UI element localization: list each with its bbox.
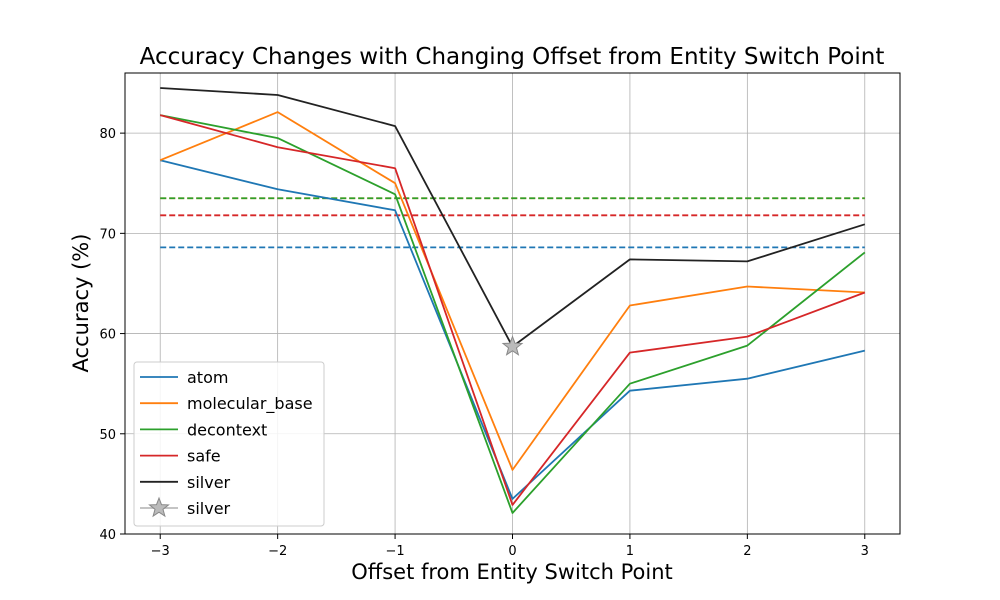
legend-star-icon: [148, 496, 170, 518]
series-line-atom: [159, 159, 866, 500]
x-tick-label: 0: [508, 544, 516, 559]
legend-box: [133, 361, 325, 527]
y-tick-label: 50: [99, 428, 116, 443]
y-tick-label: 80: [99, 127, 116, 142]
baseline-lines: [160, 197, 865, 249]
legend-label: silver: [187, 499, 231, 518]
x-tick-label: −1: [385, 544, 404, 559]
x-axis-label: Offset from Entity Switch Point: [351, 560, 673, 584]
series-line-safe: [159, 114, 866, 506]
x-axis-ticks: −3 −2 −1 0 1 2 3: [151, 534, 869, 559]
x-tick-label: 3: [861, 544, 869, 559]
y-tick-label: 40: [99, 528, 116, 543]
series-line-decontext: [160, 114, 866, 514]
x-tick-label: 1: [626, 544, 634, 559]
legend-label: silver: [187, 473, 231, 492]
y-tick-label: 70: [99, 227, 116, 242]
legend-label: molecular_base: [187, 394, 313, 414]
x-tick-label: −3: [151, 544, 170, 559]
legend-label: atom: [187, 368, 228, 387]
legend-label: decontext: [187, 420, 267, 439]
y-axis-label: Accuracy (%): [69, 234, 93, 373]
legend-label: safe: [187, 447, 221, 466]
marker-layer: [501, 335, 524, 356]
x-tick-label: 2: [743, 544, 751, 559]
star-marker: [501, 335, 524, 356]
series-line-molecular_base: [159, 111, 865, 471]
legend: atom molecular_base decontext safe silver sil…: [133, 361, 325, 527]
y-axis-ticks: 40 50 60 70 80: [99, 127, 125, 543]
x-tick-label: −2: [268, 544, 287, 559]
chart-title: Accuracy Changes with Changing Offset fr…: [140, 44, 885, 70]
y-tick-label: 60: [99, 328, 116, 343]
